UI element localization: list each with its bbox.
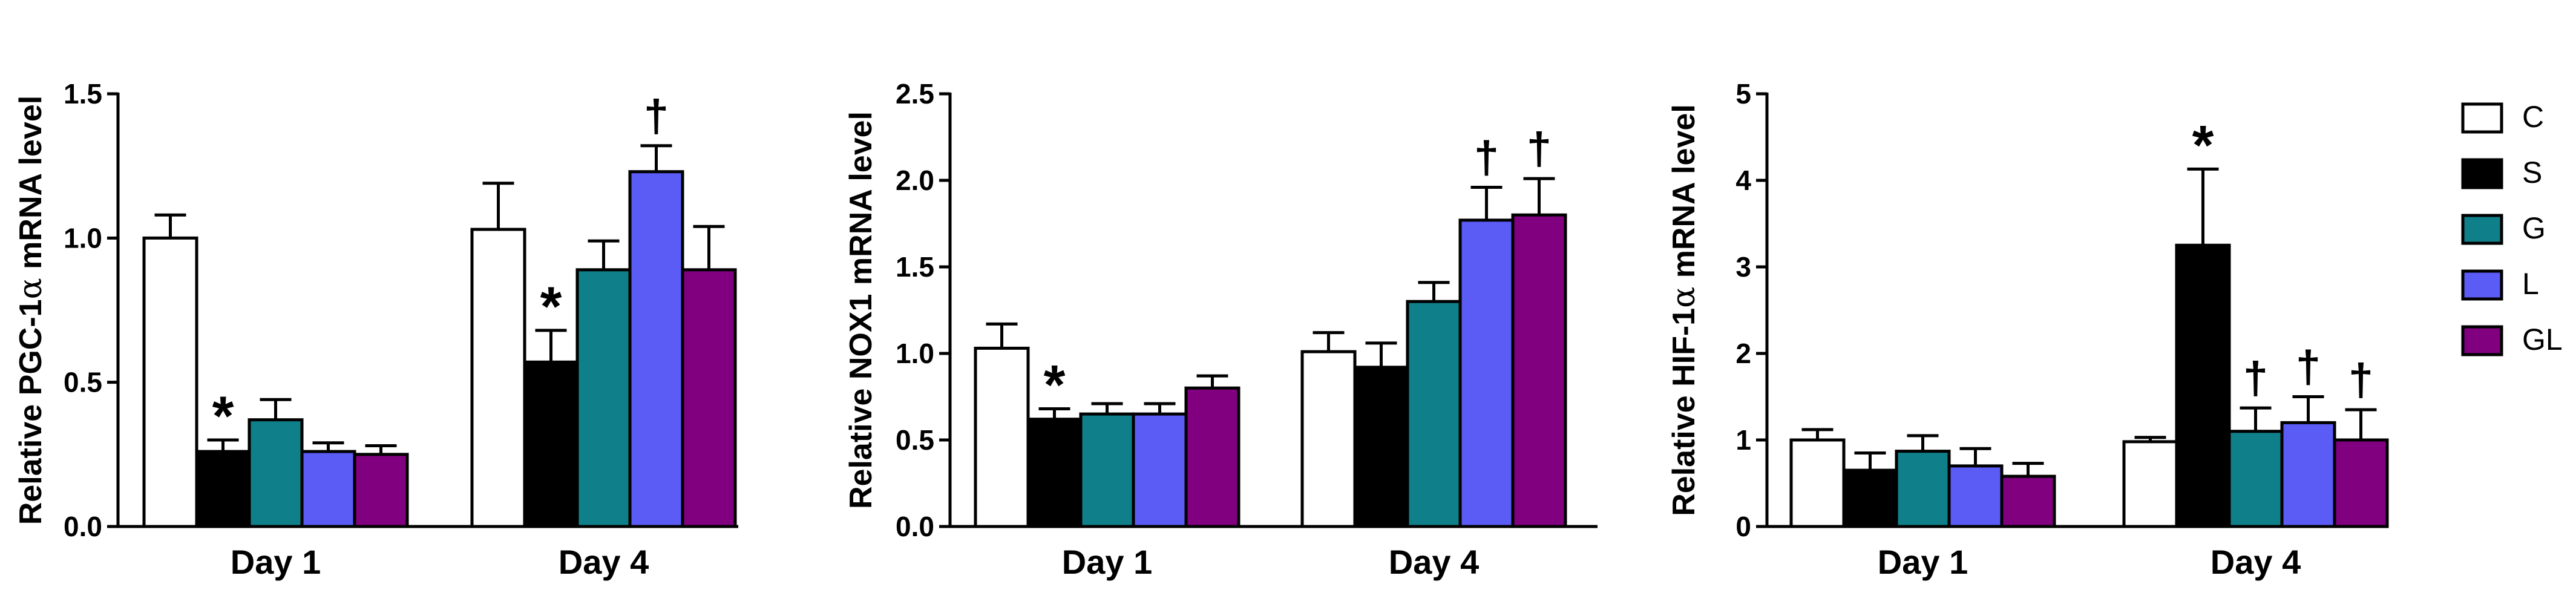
legend-swatch-c xyxy=(2461,102,2503,134)
significance-asterisk: * xyxy=(540,276,562,338)
bar-c xyxy=(142,236,198,528)
bar-gl xyxy=(1511,213,1567,528)
y-axis-title-greek: α xyxy=(13,278,49,299)
y-tick-label: 1.0 xyxy=(64,222,102,254)
bar-gl xyxy=(2333,438,2389,528)
legend-label-g: G xyxy=(2522,211,2546,245)
legend-label-c: C xyxy=(2522,100,2544,134)
significance-dagger: † xyxy=(2348,355,2373,405)
y-tick-label: 0.5 xyxy=(896,424,934,456)
bar-s xyxy=(1026,418,1083,528)
y-tick-label: 1.5 xyxy=(896,251,934,283)
bar-s xyxy=(1353,366,1409,528)
y-axis-title-part: Relative NOX1 mRNA level xyxy=(844,111,879,509)
x-tick-label: Day 1 xyxy=(231,543,321,581)
y-tick-label: 2 xyxy=(1735,338,1751,369)
legend-label-gl: GL xyxy=(2522,323,2563,356)
x-tick-label: Day 1 xyxy=(1062,543,1152,581)
y-tick-label: 0.5 xyxy=(64,367,102,398)
y-tick-label: 0.0 xyxy=(64,511,102,542)
bar-g xyxy=(247,418,304,528)
bar-c xyxy=(1789,438,1846,528)
x-tick-label: Day 4 xyxy=(1389,543,1479,581)
legend-label-l: L xyxy=(2522,267,2539,301)
bar-c xyxy=(2122,440,2178,528)
y-axis-title-greek: α xyxy=(1666,287,1702,308)
y-tick-label: 0 xyxy=(1735,511,1751,542)
legend-swatch-l xyxy=(2461,269,2503,301)
legend-swatch-s xyxy=(2461,158,2503,189)
significance-asterisk: * xyxy=(2192,114,2214,176)
x-tick-label: Day 1 xyxy=(1878,543,1968,581)
bar-l xyxy=(1458,218,1515,528)
bar-s xyxy=(523,360,579,528)
significance-asterisk: * xyxy=(212,386,234,447)
y-axis-title: Relative NOX1 mRNA level xyxy=(844,111,879,509)
y-tick-label: 2.5 xyxy=(896,78,934,110)
bar-s xyxy=(1842,468,1898,528)
bar-g xyxy=(1406,300,1462,528)
bar-l xyxy=(1132,412,1188,528)
significance-dagger: † xyxy=(1527,123,1552,174)
y-axis-title-part: mRNA level xyxy=(1667,104,1702,287)
legend-label-s: S xyxy=(2522,156,2542,189)
bar-gl xyxy=(681,268,737,528)
y-axis-title: Relative HIF-1α mRNA level xyxy=(1666,104,1702,516)
bar-s xyxy=(2175,243,2231,528)
x-tick-label: Day 4 xyxy=(2211,543,2301,581)
y-axis-title-part: Relative PGC-1 xyxy=(13,299,48,525)
significance-asterisk: * xyxy=(1044,355,1066,416)
legend-swatch-gl xyxy=(2461,325,2503,356)
bar-gl xyxy=(2000,474,2056,528)
bar-g xyxy=(575,268,632,528)
bar-c xyxy=(974,346,1030,528)
x-tick-label: Day 4 xyxy=(559,543,649,581)
y-axis-title: Relative PGC-1α mRNA level xyxy=(13,96,49,525)
bar-l xyxy=(300,450,356,528)
bar-l xyxy=(628,170,684,528)
y-axis-title-part: mRNA level xyxy=(13,96,48,278)
y-tick-label: 1.0 xyxy=(896,338,934,369)
y-tick-label: 0.0 xyxy=(896,511,934,542)
bar-gl xyxy=(1184,386,1240,528)
legend-swatch-g xyxy=(2461,214,2503,245)
chart-panel-nox1: 0.0 0.5 1.0 1.5 2.0 2.5 Relative NOX1 mRNA lev… xyxy=(844,78,1598,581)
y-tick-label: 4 xyxy=(1735,165,1751,196)
significance-dagger: † xyxy=(644,91,669,141)
significance-dagger: † xyxy=(1474,132,1499,182)
significance-dagger: † xyxy=(2243,353,2268,403)
bar-s xyxy=(195,450,251,528)
bar-g xyxy=(1895,450,1951,528)
y-tick-label: 3 xyxy=(1735,251,1751,283)
chart-panel-pgc1a: 0.0 0.5 1.0 1.5 Relative PGC-1α mRNA level * D… xyxy=(13,78,738,581)
chart-panel-hif1a: 0 1 2 3 4 5 Relative HIF-1α mRNA level Day 1 * † †… xyxy=(1666,78,2389,581)
bar-c xyxy=(470,228,526,528)
bar-l xyxy=(1947,464,2004,528)
y-tick-label: 1 xyxy=(1735,424,1751,456)
y-tick-label: 2.0 xyxy=(896,165,934,196)
significance-dagger: † xyxy=(2296,342,2321,392)
bar-g xyxy=(2227,430,2284,528)
y-tick-label: 1.5 xyxy=(64,78,102,110)
y-tick-label: 5 xyxy=(1735,78,1751,110)
y-axis-title-part: Relative HIF-1 xyxy=(1667,308,1702,516)
bar-gl xyxy=(353,453,409,528)
bar-l xyxy=(2280,421,2336,528)
bar-c xyxy=(1300,350,1357,528)
bar-g xyxy=(1079,412,1135,528)
